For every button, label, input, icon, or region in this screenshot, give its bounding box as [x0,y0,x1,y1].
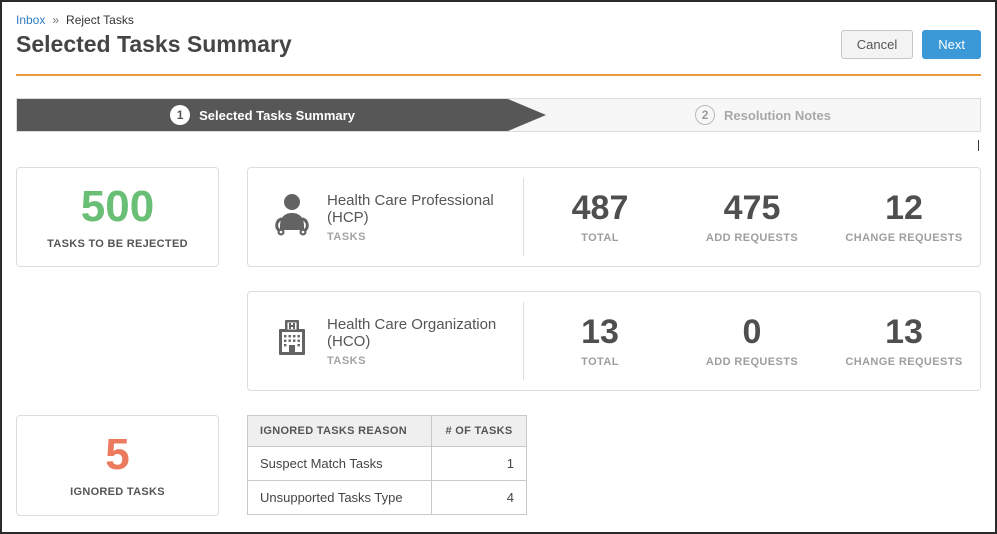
step-arrow-icon [508,99,546,131]
step-1-badge: 1 [170,105,191,125]
breadcrumb-current: Reject Tasks [66,13,134,27]
column-header-count: # OF TASKS [431,415,527,447]
breadcrumb-link-inbox[interactable]: Inbox [16,13,46,27]
step-2-label: Resolution Notes [724,107,831,123]
cancel-button[interactable]: Cancel [840,30,914,59]
ignored-count: 5 [105,430,130,479]
count-cell: 4 [431,480,527,515]
hcp-change-requests-label: CHANGE REQUESTS [845,231,963,244]
hco-stat-change-requests: 13 CHANGE REQUESTS [828,315,980,368]
tasks-to-be-rejected-card: 500 TASKS TO BE REJECTED [16,167,219,267]
step-2-badge: 2 [695,105,716,125]
hco-add-requests-label: ADD REQUESTS [705,355,799,368]
hco-card-subtitle: TASKS [327,354,366,367]
ignored-label: IGNORED TASKS [70,486,165,498]
breadcrumb-separator: » [52,13,60,27]
table-row: Suspect Match Tasks 1 [247,446,527,481]
rejected-count: 500 [80,181,155,231]
next-button[interactable]: Next [922,30,981,59]
hcp-add-requests-value: 475 [723,188,781,227]
text-cursor-artifact [978,140,979,151]
hco-card-header: Health Care Organization (HCO) TASKS [248,302,524,380]
hcp-add-requests-label: ADD REQUESTS [705,231,799,244]
hco-add-requests-value: 0 [742,312,762,351]
hcp-card-header: Health Care Professional (HCP) TASKS [248,178,524,256]
breadcrumb: Inbox » Reject Tasks [16,13,981,27]
hcp-stat-change-requests: 12 CHANGE REQUESTS [828,191,980,244]
page-header: Selected Tasks Summary Cancel Next [16,30,981,59]
hco-total-label: TOTAL [581,355,619,368]
hco-total-value: 13 [581,312,619,351]
page-title: Selected Tasks Summary [16,31,292,57]
hco-change-requests-value: 13 [885,312,923,351]
hcp-change-requests-value: 12 [885,188,923,227]
ignored-tasks-table: IGNORED TASKS REASON # OF TASKS Suspect … [247,415,527,515]
reason-cell: Suspect Match Tasks [247,446,432,481]
hco-stats: 13 TOTAL 0 ADD REQUESTS 13 CHANGE REQUES… [524,315,980,368]
hco-stat-add-requests: 0 ADD REQUESTS [676,315,828,368]
hcp-stats: 487 TOTAL 475 ADD REQUESTS 12 CHANGE REQ… [524,191,980,244]
reason-cell: Unsupported Tasks Type [247,480,432,515]
hco-card-title: Health Care Organization (HCO) [327,315,497,350]
hospital-icon [272,316,312,367]
hcp-card-title: Health Care Professional (HCP) [327,191,494,226]
hcp-stat-total: 487 TOTAL [524,191,676,244]
hcp-stat-add-requests: 475 ADD REQUESTS [676,191,828,244]
hco-summary-card: Health Care Organization (HCO) TASKS 13 … [247,291,981,391]
wizard-step-1-selected-tasks-summary[interactable]: 1 Selected Tasks Summary [17,99,508,131]
accent-divider [16,74,981,76]
table-header-row: IGNORED TASKS REASON # OF TASKS [247,415,527,447]
doctor-icon [272,192,312,243]
wizard-step-2-resolution-notes[interactable]: 2 Resolution Notes [546,99,980,131]
hco-change-requests-label: CHANGE REQUESTS [845,355,963,368]
wizard-steps: 1 Selected Tasks Summary 2 Resolution No… [16,98,981,132]
table-row: Unsupported Tasks Type 4 [247,480,527,515]
hcp-total-label: TOTAL [581,231,619,244]
hcp-summary-card: Health Care Professional (HCP) TASKS 487… [247,167,981,267]
count-cell: 1 [431,446,527,481]
rejected-label: TASKS TO BE REJECTED [47,237,188,250]
step-1-label: Selected Tasks Summary [199,107,355,123]
hcp-card-subtitle: TASKS [327,230,366,243]
hcp-total-value: 487 [571,188,629,227]
ignored-tasks-card: 5 IGNORED TASKS [16,415,219,516]
hco-stat-total: 13 TOTAL [524,315,676,368]
column-header-reason: IGNORED TASKS REASON [247,415,432,447]
